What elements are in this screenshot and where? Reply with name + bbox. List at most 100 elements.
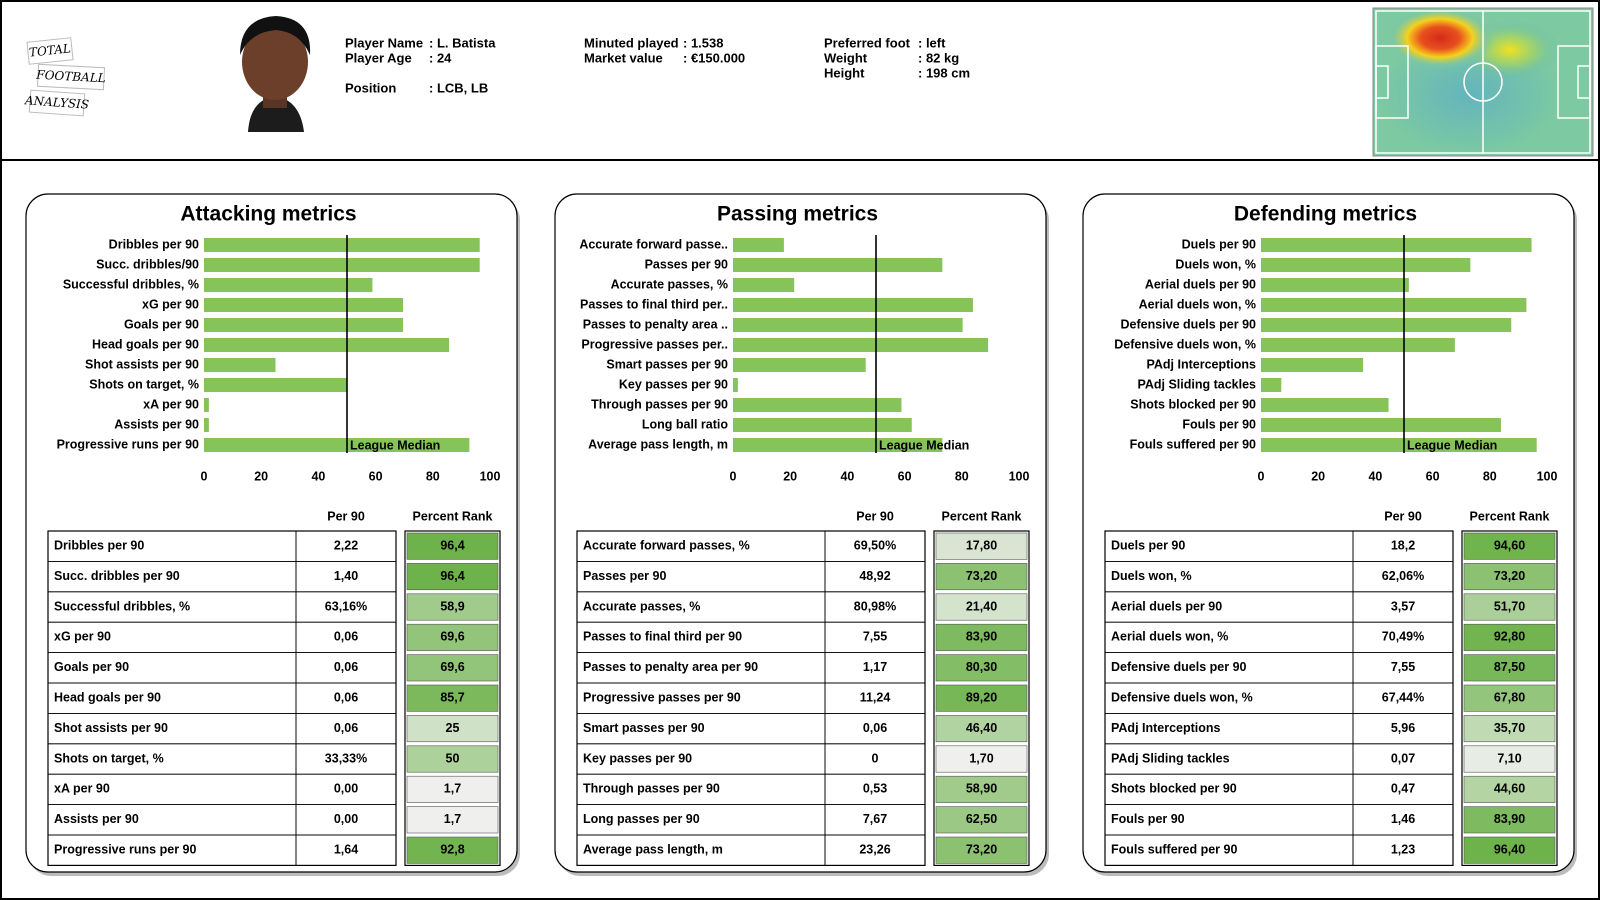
percent-rank: 96,4 (440, 538, 464, 552)
bar (1261, 238, 1532, 252)
per90-value: 0,00 (334, 782, 358, 796)
percent-rank: 58,9 (440, 599, 464, 613)
bar-label: Duels per 90 (1182, 237, 1256, 251)
rank-cell (935, 775, 1028, 803)
field-value: : left (918, 35, 946, 50)
x-tick-label: 20 (254, 469, 268, 483)
per90-value: 62,06% (1382, 569, 1424, 583)
per90-value: 80,98% (854, 599, 896, 613)
per90-value: 67,44% (1382, 690, 1424, 704)
bar (733, 258, 943, 272)
percent-rank: 51,70 (1494, 599, 1525, 613)
metric-name: Fouls suffered per 90 (1111, 842, 1237, 856)
per90-value: 1,17 (863, 660, 887, 674)
rank-cell (1463, 806, 1556, 834)
x-tick-label: 100 (1009, 469, 1030, 483)
x-tick-label: 100 (1537, 469, 1558, 483)
bar-label: Duels won, % (1175, 257, 1256, 271)
percent-rank: 44,60 (1494, 782, 1525, 796)
logo-box (36, 63, 106, 91)
metric-name: Dribbles per 90 (54, 538, 144, 552)
metric-name: Defensive duels won, % (1111, 690, 1253, 704)
bar (204, 378, 347, 392)
x-tick-label: 40 (1368, 469, 1382, 483)
bar (204, 258, 480, 272)
bar-label: Long ball ratio (642, 417, 728, 431)
percent-rank: 69,6 (440, 630, 464, 644)
x-tick-label: 20 (783, 469, 797, 483)
x-tick-label: 40 (311, 469, 325, 483)
rank-cell (935, 532, 1028, 560)
bar (1261, 438, 1537, 452)
bar-label: Progressive runs per 90 (57, 437, 199, 451)
column-header: Percent Rank (413, 509, 493, 523)
logo-text: FOOTBALL (35, 68, 106, 86)
per90-value: 0,47 (1391, 782, 1415, 796)
bar-label: Dribbles per 90 (109, 237, 199, 251)
rank-cell (935, 715, 1028, 743)
rank-cell (406, 745, 499, 773)
panel-title: Attacking metrics (180, 203, 356, 226)
median-annotation: League Median (879, 438, 969, 452)
metric-name: xG per 90 (54, 630, 111, 644)
per90-value: 2,22 (334, 538, 358, 552)
per90-value: 0,00 (334, 812, 358, 826)
per90-value: 1,46 (1391, 812, 1415, 826)
rank-cell (935, 836, 1028, 864)
bar (733, 278, 795, 292)
per90-value: 23,26 (859, 842, 890, 856)
bar-label: Passes to penalty area .. (583, 317, 728, 331)
panel: Attacking metrics Dribbles per 90 Succ. dr… (25, 193, 520, 876)
field-value: : 24 (429, 50, 452, 65)
metric-name: Defensive duels per 90 (1111, 660, 1247, 674)
bar (1261, 338, 1455, 352)
percent-rank: 92,80 (1494, 630, 1525, 644)
percent-rank: 7,10 (1497, 751, 1521, 765)
metric-name: Passes per 90 (583, 569, 666, 583)
rank-cell (406, 836, 499, 864)
percent-rank: 1,70 (969, 751, 993, 765)
per90-value: 0,06 (334, 630, 358, 644)
bar (733, 318, 963, 332)
percent-rank: 92,8 (440, 842, 464, 856)
metric-name: Shot assists per 90 (54, 721, 168, 735)
logo-box (28, 89, 86, 117)
rank-cell (1463, 593, 1556, 621)
field-value: : 198 cm (918, 65, 970, 80)
bar-label: Progressive passes per.. (581, 337, 728, 351)
table-frame (1461, 530, 1558, 866)
bar (204, 278, 373, 292)
percent-rank: 87,50 (1494, 660, 1525, 674)
rank-cell (935, 684, 1028, 712)
per90-value: 7,55 (1391, 660, 1415, 674)
column-header: Per 90 (1384, 509, 1422, 523)
bar (1261, 298, 1527, 312)
rank-cell (1463, 775, 1556, 803)
x-tick-label: 80 (955, 469, 969, 483)
field-label: Preferred foot (824, 35, 911, 50)
percent-rank: 1,7 (444, 812, 461, 826)
percent-rank: 73,20 (1494, 569, 1525, 583)
field-value: : €150.000 (683, 50, 745, 65)
logo-text: ANALYSIS (24, 93, 90, 112)
bar (204, 358, 276, 372)
bar-label: xA per 90 (143, 397, 199, 411)
per90-value: 11,24 (860, 690, 891, 704)
per90-value: 0,06 (334, 721, 358, 735)
percent-rank: 25 (446, 721, 460, 735)
field-label: Height (824, 65, 865, 80)
bar (733, 358, 866, 372)
bar-label: Shots blocked per 90 (1130, 397, 1256, 411)
rank-cell (935, 806, 1028, 834)
metric-name: Through passes per 90 (583, 782, 720, 796)
column-header: Percent Rank (1470, 509, 1550, 523)
metric-name: Progressive runs per 90 (54, 842, 196, 856)
metric-name: PAdj Sliding tackles (1111, 751, 1230, 765)
field-label: Weight (824, 50, 868, 65)
per90-value: 5,96 (1391, 721, 1415, 735)
rank-cell (1463, 532, 1556, 560)
photo-hair (240, 16, 311, 55)
x-tick-label: 0 (1258, 469, 1265, 483)
field-label: Position (345, 80, 396, 95)
